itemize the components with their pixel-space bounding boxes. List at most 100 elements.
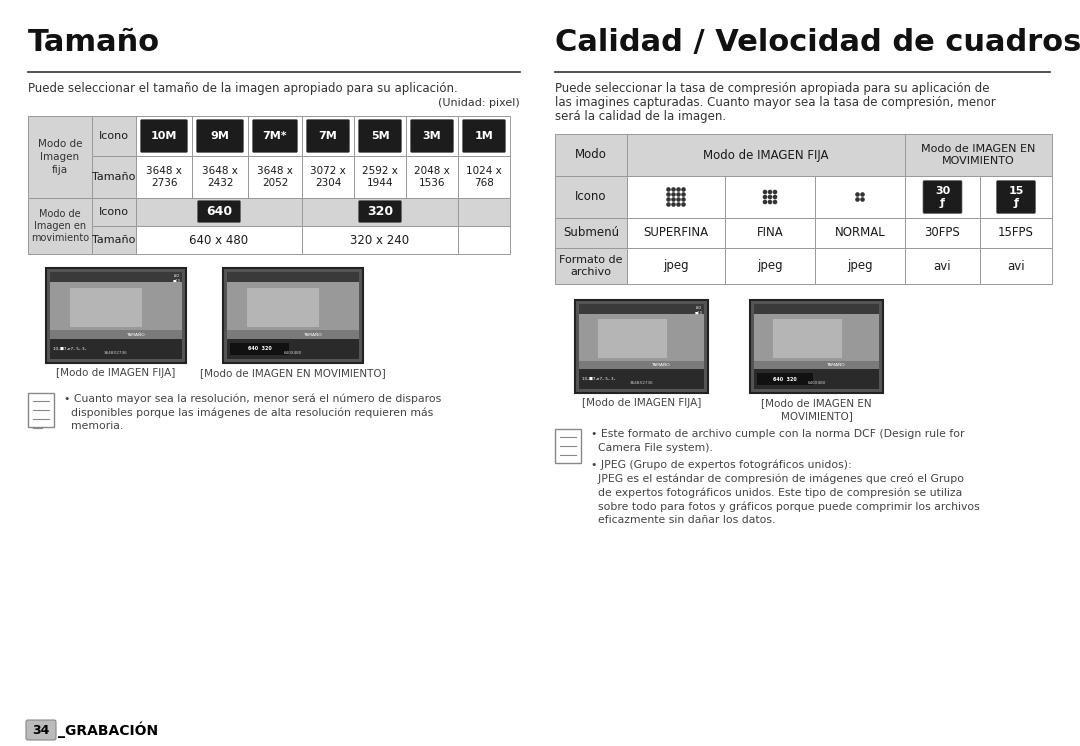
Bar [227, 272, 359, 359]
Bar [302, 226, 458, 254]
Circle shape [677, 193, 680, 196]
Bar [579, 304, 704, 314]
Bar [905, 248, 980, 284]
Bar [757, 373, 813, 385]
Text: 640  320: 640 320 [247, 346, 271, 351]
Bar [555, 429, 581, 463]
Bar [50, 272, 183, 283]
Text: ISO
■13: ISO ■13 [172, 274, 180, 283]
Bar [92, 116, 136, 156]
Bar [227, 339, 359, 359]
Text: 5M: 5M [370, 131, 389, 141]
Bar [406, 156, 458, 198]
Bar [575, 300, 708, 393]
Circle shape [677, 203, 680, 206]
Bar [627, 134, 905, 176]
Circle shape [855, 193, 859, 196]
Text: Icono: Icono [99, 207, 129, 217]
Text: Puede seleccionar la tasa de compresión apropiada para su aplicación de: Puede seleccionar la tasa de compresión … [555, 82, 989, 95]
Text: Modo de
Imagen en
movimiento: Modo de Imagen en movimiento [31, 209, 89, 243]
Bar [230, 343, 289, 355]
Text: Formato de
archivo: Formato de archivo [559, 255, 623, 278]
Bar [754, 369, 879, 389]
Bar [579, 369, 704, 389]
Bar [458, 226, 510, 254]
Bar [28, 198, 92, 254]
Circle shape [672, 198, 675, 201]
Bar [192, 156, 248, 198]
Circle shape [768, 195, 771, 198]
Text: 30FPS: 30FPS [924, 227, 960, 239]
Text: TAMAÑO: TAMAÑO [651, 363, 670, 368]
Bar [555, 176, 627, 218]
FancyBboxPatch shape [26, 720, 56, 740]
Text: 10M: 10M [151, 131, 177, 141]
Bar [980, 176, 1052, 218]
Circle shape [861, 198, 864, 201]
Text: MOVIMIENTO]: MOVIMIENTO] [781, 411, 852, 421]
Circle shape [681, 203, 685, 206]
FancyBboxPatch shape [359, 201, 402, 222]
Bar [458, 116, 510, 156]
FancyBboxPatch shape [997, 181, 1036, 213]
Text: 3648 x
2736: 3648 x 2736 [146, 166, 181, 189]
Bar [725, 248, 815, 284]
Text: 3648X2736: 3648X2736 [630, 381, 653, 385]
Bar [248, 156, 302, 198]
Text: 34: 34 [32, 724, 50, 736]
Text: Modo de IMAGEN FIJA: Modo de IMAGEN FIJA [703, 148, 828, 161]
Text: 7M*: 7M* [262, 131, 287, 141]
Circle shape [773, 201, 777, 204]
Bar [555, 248, 627, 284]
FancyBboxPatch shape [307, 119, 350, 152]
Bar [627, 248, 725, 284]
Bar [247, 288, 320, 327]
Text: Camera File system).: Camera File system). [591, 443, 713, 453]
Text: avi: avi [1008, 260, 1025, 272]
Circle shape [764, 201, 767, 204]
Bar [815, 248, 905, 284]
Bar [28, 116, 92, 198]
Circle shape [667, 193, 670, 196]
Text: 3648 x
2052: 3648 x 2052 [257, 166, 293, 189]
Circle shape [667, 203, 670, 206]
Bar [92, 198, 136, 226]
Text: 1M: 1M [474, 131, 494, 141]
Bar [92, 156, 136, 198]
Bar [50, 283, 183, 330]
Text: NORMAL: NORMAL [835, 227, 886, 239]
Text: 640X480: 640X480 [284, 351, 302, 355]
Bar [815, 218, 905, 248]
Text: Icono: Icono [576, 190, 607, 204]
Text: [Modo de IMAGEN FIJA]: [Modo de IMAGEN FIJA] [56, 368, 176, 378]
Bar [46, 268, 186, 363]
Text: 640 x 480: 640 x 480 [189, 233, 248, 246]
Circle shape [773, 195, 777, 198]
Bar [754, 304, 879, 389]
Text: las imagines capturadas. Cuanto mayor sea la tasa de compresión, menor: las imagines capturadas. Cuanto mayor se… [555, 96, 996, 109]
Bar [905, 134, 1052, 176]
Text: será la calidad de la imagen.: será la calidad de la imagen. [555, 110, 726, 123]
Bar [227, 283, 359, 330]
Text: de expertos fotográficos unidos. Este tipo de compresión se utiliza: de expertos fotográficos unidos. Este ti… [591, 487, 962, 498]
Text: • Este formato de archivo cumple con la norma DCF (Design rule for: • Este formato de archivo cumple con la … [591, 429, 964, 439]
Bar [579, 304, 704, 389]
Text: 640  320: 640 320 [773, 377, 797, 382]
Text: Modo: Modo [575, 148, 607, 161]
Text: _GRABACIÓN: _GRABACIÓN [58, 721, 158, 739]
Bar [815, 176, 905, 218]
Text: [Modo de IMAGEN EN MOVIMIENTO]: [Modo de IMAGEN EN MOVIMIENTO] [200, 368, 386, 378]
FancyBboxPatch shape [140, 119, 188, 152]
FancyBboxPatch shape [198, 201, 241, 222]
Circle shape [667, 198, 670, 201]
Bar [222, 268, 363, 363]
Text: jpeg: jpeg [847, 260, 873, 272]
Text: sobre todo para fotos y gráficos porque puede comprimir los archivos: sobre todo para fotos y gráficos porque … [591, 501, 980, 512]
FancyBboxPatch shape [253, 119, 297, 152]
Text: Tamaño: Tamaño [92, 235, 136, 245]
Bar [905, 176, 980, 218]
Circle shape [855, 198, 859, 201]
Circle shape [768, 190, 771, 194]
Bar [905, 218, 980, 248]
Bar [136, 198, 302, 226]
